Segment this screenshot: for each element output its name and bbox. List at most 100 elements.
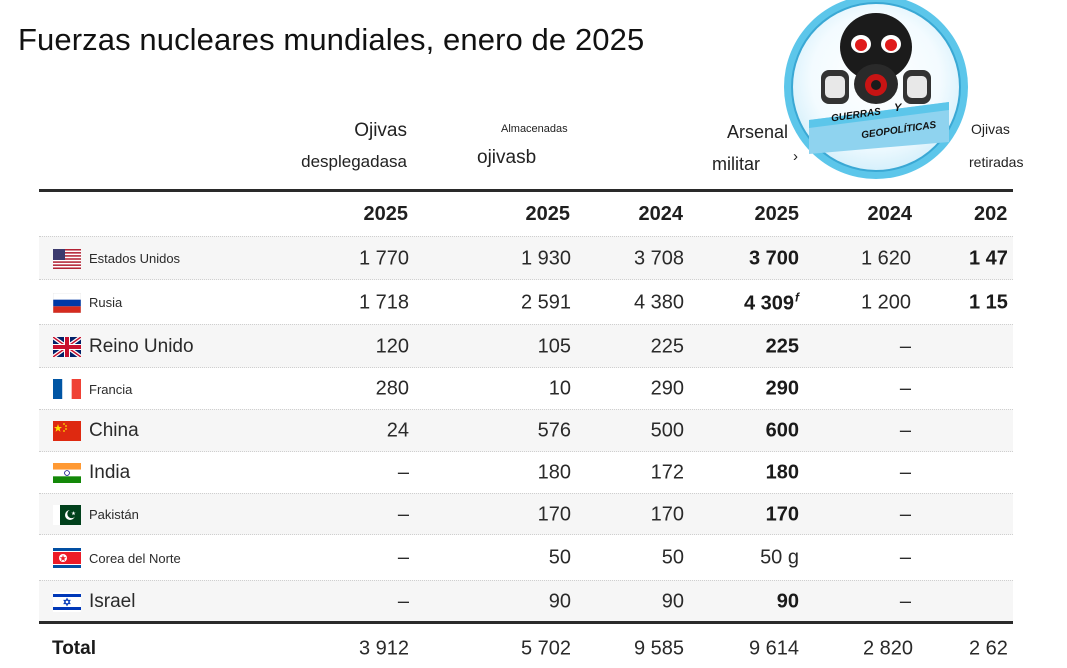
cell-stored-2025-value: 1 930 [520,247,571,269]
cell-stored-2024-value: 170 [650,503,684,525]
cell-retired-2024-value: – [899,590,911,612]
logo-emblem-icon [784,0,968,179]
cell-stored-2024: 290 [651,378,684,401]
cell-retired-2025-value: 1 15 [969,291,1008,313]
cell-retired-2024: 1 200 [861,291,911,314]
year-retired-2024: 2024 [867,203,913,225]
total-arsenal: 9 614 [748,637,799,660]
cell-arsenal-value: 4 309 [743,291,794,314]
country-cell: Francia [53,379,132,399]
cell-stored-2025: 50 [549,547,571,570]
cell-stored-2024-value: 500 [650,419,684,442]
cell-retired-2025-value: 1 47 [969,247,1008,269]
flag-fr-icon [53,379,81,399]
table-row: Pakistán – 170 170 170 – [39,493,1013,535]
cell-deployed: 280 [376,378,409,401]
cell-deployed-value: – [397,546,409,569]
header-arsenal-extra: › [793,148,798,165]
cell-arsenal: 4 309f [744,290,799,315]
cell-retired-2024: – [900,503,911,526]
cell-stored-2025-value: 180 [537,461,571,484]
cell-stored-2025-value: 2 591 [520,291,571,313]
country-cell: Reino Unido [53,336,194,358]
flag-uk-icon [53,336,81,357]
cell-arsenal: 600 [766,420,799,443]
header-retired-line1: Ojivas [971,121,1010,137]
country-cell: Rusia [53,292,122,313]
cell-stored-2024-value: 4 380 [633,291,684,313]
cell-stored-2024-value: 225 [650,335,684,357]
logo-text-line2: Y [894,102,902,114]
years-row: 2025 2025 2024 2025 2024 202 [0,200,1067,232]
cell-stored-2024-value: 90 [661,590,684,612]
cell-stored-2025-value: 105 [537,335,571,357]
cell-deployed-value: 280 [375,377,409,400]
table-row: Estados Unidos 1 770 1 930 3 708 3 700 1 620 1… [39,236,1013,280]
cell-retired-2024: – [900,378,911,401]
cell-stored-2024: 170 [651,503,684,526]
country-name: Reino Unido [89,335,194,357]
cell-stored-2024-value: 290 [650,377,684,400]
cell-deployed-value: – [397,590,409,612]
cell-deployed-value: 24 [386,419,409,442]
total-stored-2025: 5 702 [520,637,571,660]
cell-retired-2024: 1 620 [861,247,911,270]
cell-stored-2025: 10 [549,378,571,401]
cell-retired-2024: – [900,420,911,443]
header-arsenal-line2: militar [712,154,760,174]
cell-retired-2025: 1 47 [969,247,1008,270]
cell-retired-2024-value: 1 620 [860,247,911,269]
cell-stored-2025: 2 591 [521,291,571,314]
cell-retired-2024-value: – [899,419,911,442]
country-name: Estados Unidos [89,251,181,266]
cell-deployed-value: – [397,503,409,525]
cell-deployed-value: – [397,461,409,484]
cell-stored-2025-value: 10 [548,377,571,400]
year-stored-2024: 2024 [638,203,684,225]
year-retired-2025: 202 [974,203,1008,225]
country-cell: Corea del Norte [53,548,181,568]
country-name: Pakistán [89,507,139,522]
cell-deployed: – [398,590,409,613]
page-title: Fuerzas nucleares mundiales, enero de 20… [18,22,645,57]
year-deployed: 2025 [363,203,409,225]
cell-deployed-value: 1 718 [358,291,409,313]
cell-stored-2024-value: 3 708 [633,247,684,269]
cell-stored-2025: 105 [538,335,571,358]
flag-ru-icon [53,292,81,313]
flag-in-icon [53,463,81,483]
cell-deployed: 1 718 [359,291,409,314]
cell-stored-2024-value: 50 [661,546,684,569]
cell-arsenal: 50 g [760,547,799,570]
cell-deployed-value: 1 770 [358,247,409,269]
cell-arsenal: 290 [766,378,799,401]
cell-retired-2024: – [900,335,911,358]
header-retired-line2: retiradas [969,154,1024,170]
guerras-geopoliticas-logo: GUERRAS Y GEOPOLÍTICAS [781,0,971,182]
total-stored-2024: 9 585 [633,637,684,660]
flag-kp-icon [53,548,81,568]
country-cell: Israel [53,591,135,613]
cell-stored-2025-value: 576 [537,419,571,442]
table-row: Israel – 90 90 90 – [39,580,1013,622]
year-arsenal: 2025 [754,203,800,225]
cell-stored-2024-value: 172 [650,461,684,484]
cell-retired-2024-value: – [899,461,911,484]
cell-stored-2024: 500 [651,420,684,443]
cell-arsenal-value: 90 [776,590,799,612]
cell-retired-2024-value: – [899,335,911,357]
cell-stored-2024: 4 380 [634,291,684,314]
cell-stored-2024: 172 [651,462,684,485]
cell-retired-2024: – [900,462,911,485]
header-deployed-line1: Ojivas [354,120,407,141]
total-row: Total 3 912 5 702 9 585 9 614 2 820 2 62 [39,627,1013,668]
cell-retired-2024: – [900,547,911,570]
cell-retired-2024-value: – [899,377,911,400]
footnote-marker: f [795,290,799,305]
table-row: Rusia 1 718 2 591 4 380 4 309f 1 200 1 15 [39,279,1013,325]
cell-retired-2024-value: 1 200 [860,291,911,313]
table-row: Francia 280 10 290 290 – [39,367,1013,410]
table-row: India – 180 172 180 – [39,451,1013,494]
header-deployed-line2: desplegadasa [301,152,407,171]
